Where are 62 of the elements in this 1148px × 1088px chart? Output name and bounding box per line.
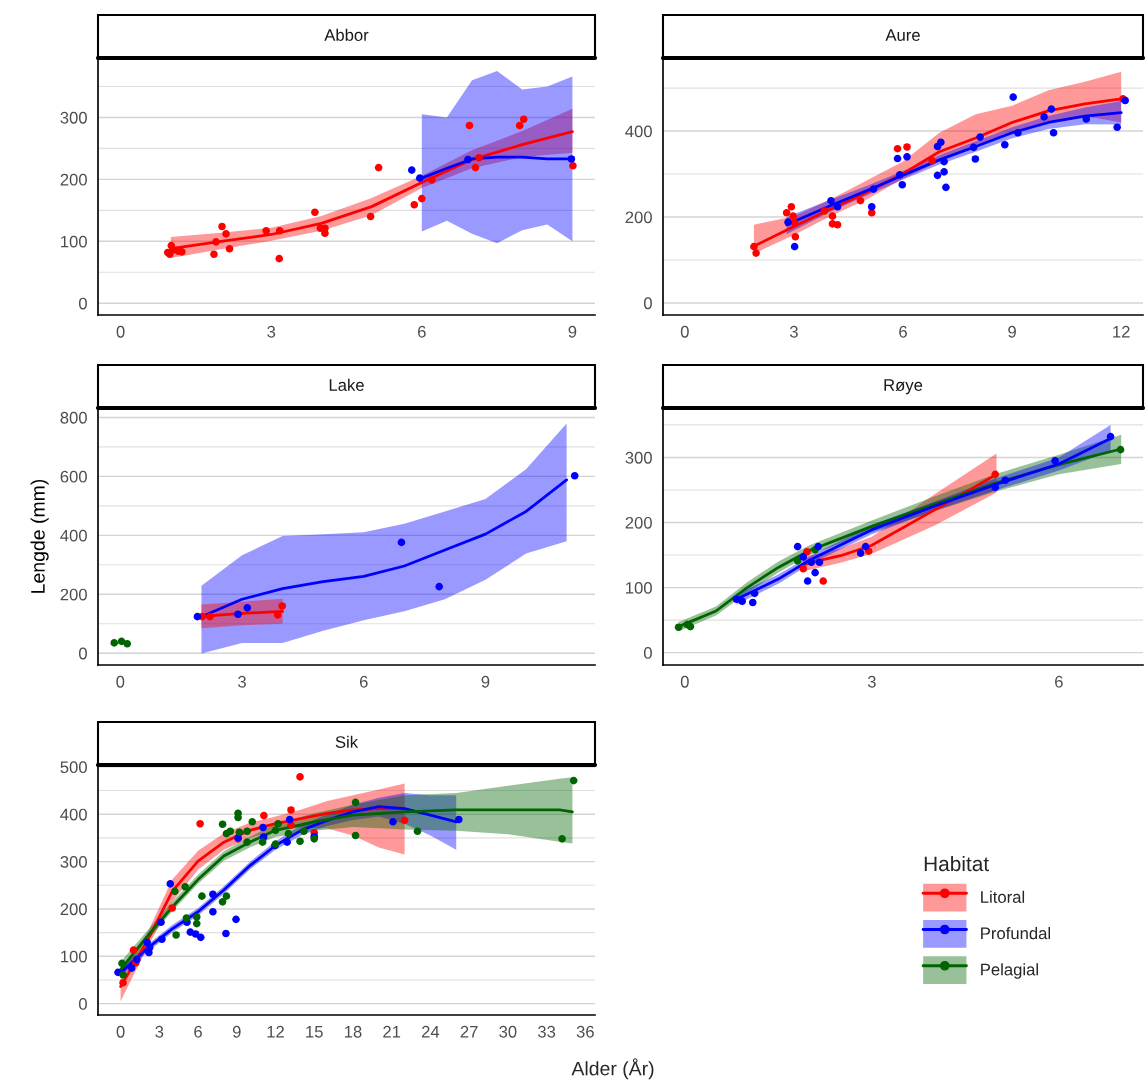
chart-title: Aure bbox=[885, 29, 920, 41]
x-tick-label: 9 bbox=[1008, 325, 1016, 338]
x-tick-label: 3 bbox=[155, 1025, 164, 1038]
x-tick-label: 21 bbox=[383, 1025, 401, 1038]
x-tick-label: 3 bbox=[267, 325, 276, 338]
x-tick-label: 0 bbox=[116, 675, 125, 688]
x-tick-label: 6 bbox=[418, 325, 426, 338]
y-tick-label: 200 bbox=[625, 211, 652, 224]
y-tick-label: 300 bbox=[60, 111, 87, 124]
x-tick-label: 0 bbox=[680, 325, 689, 338]
y-tick-label: 0 bbox=[643, 647, 652, 659]
y-tick-label: 300 bbox=[60, 855, 87, 868]
x-tick-label: 9 bbox=[232, 1025, 241, 1038]
y-tick-label: 600 bbox=[60, 470, 87, 483]
x-tick-label: 0 bbox=[116, 1025, 125, 1038]
legend-label: Profundal bbox=[981, 927, 1051, 940]
x-tick-label: 24 bbox=[421, 1025, 440, 1038]
x-tick-label: 6 bbox=[1055, 675, 1063, 688]
y-tick-label: 100 bbox=[626, 581, 652, 594]
y-tick-label: 400 bbox=[60, 529, 87, 542]
y-tick-label: 200 bbox=[60, 903, 87, 916]
x-tick-label: 9 bbox=[481, 675, 490, 688]
legend-title: Habitat bbox=[924, 855, 989, 872]
y-tick-label: 300 bbox=[625, 451, 652, 464]
y-tick-label: 200 bbox=[60, 588, 87, 601]
y-tick-label: 0 bbox=[78, 998, 87, 1010]
x-tick-label: 33 bbox=[537, 1025, 556, 1038]
x-tick-label: 6 bbox=[194, 1025, 202, 1038]
y-tick-label: 0 bbox=[643, 297, 652, 310]
y-tick-label: 200 bbox=[625, 516, 652, 529]
y-tick-label: 800 bbox=[60, 411, 87, 424]
y-tick-label: 400 bbox=[60, 808, 87, 821]
x-tick-label: 18 bbox=[344, 1025, 362, 1038]
y-tick-label: 0 bbox=[78, 297, 87, 310]
y-axis-title: Lengde (mm) bbox=[30, 479, 49, 593]
x-tick-label: 36 bbox=[576, 1025, 594, 1038]
x-tick-label: 3 bbox=[867, 675, 876, 688]
chart-title: Lake bbox=[329, 378, 364, 391]
x-tick-label: 0 bbox=[680, 675, 689, 688]
chart-title: Sik bbox=[335, 735, 359, 748]
y-tick-label: 200 bbox=[60, 173, 87, 186]
legend-label: Litoral bbox=[981, 890, 1025, 903]
y-tick-label: 100 bbox=[61, 950, 87, 963]
legend-label: Pelagial bbox=[981, 963, 1038, 979]
chart-title: Røye bbox=[884, 379, 923, 395]
x-tick-label: 27 bbox=[460, 1025, 478, 1038]
x-tick-label: 0 bbox=[116, 325, 125, 338]
y-tick-label: 400 bbox=[625, 125, 652, 138]
x-tick-label: 12 bbox=[267, 1025, 284, 1038]
x-axis-title: Alder (År) bbox=[571, 1058, 654, 1080]
x-tick-label: 6 bbox=[359, 675, 368, 688]
y-tick-label: 0 bbox=[78, 647, 87, 660]
x-tick-label: 3 bbox=[238, 675, 246, 688]
x-tick-label: 6 bbox=[899, 325, 907, 338]
x-tick-label: 9 bbox=[568, 325, 577, 338]
x-tick-label: 30 bbox=[499, 1025, 517, 1038]
y-tick-label: 500 bbox=[60, 761, 87, 774]
chart-title: Abbor bbox=[324, 28, 369, 41]
y-tick-label: 100 bbox=[61, 235, 87, 248]
x-tick-label: 3 bbox=[789, 325, 798, 338]
x-tick-label: 12 bbox=[1113, 325, 1130, 338]
x-tick-label: 15 bbox=[306, 1026, 323, 1038]
